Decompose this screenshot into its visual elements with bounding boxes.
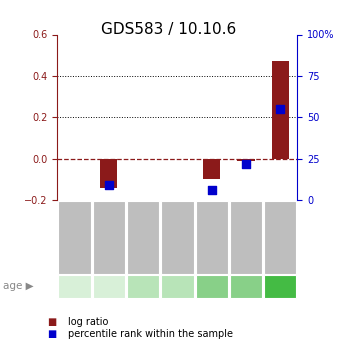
Text: percentile rank within the sample: percentile rank within the sample xyxy=(68,329,233,339)
Point xyxy=(277,106,283,112)
Text: GDS583 / 10.10.6: GDS583 / 10.10.6 xyxy=(101,22,237,37)
Text: 0 h: 0 h xyxy=(67,281,82,291)
Bar xyxy=(237,159,255,161)
Text: GSM12886: GSM12886 xyxy=(173,214,182,260)
Point xyxy=(243,161,249,166)
Text: 8 h: 8 h xyxy=(101,281,117,291)
Bar xyxy=(272,61,289,159)
Bar xyxy=(100,159,117,188)
Text: GSM12884: GSM12884 xyxy=(104,215,113,260)
Text: 144 h: 144 h xyxy=(266,281,294,291)
Point xyxy=(209,187,214,193)
Text: ■: ■ xyxy=(47,317,56,326)
Text: 16 h: 16 h xyxy=(132,281,154,291)
Text: ■: ■ xyxy=(47,329,56,339)
Text: log ratio: log ratio xyxy=(68,317,108,326)
Text: GSM12889: GSM12889 xyxy=(276,215,285,260)
Text: GSM12885: GSM12885 xyxy=(139,215,148,260)
Text: GSM12883: GSM12883 xyxy=(70,214,79,260)
Text: 96 h: 96 h xyxy=(235,281,257,291)
Text: 52 h: 52 h xyxy=(201,281,223,291)
Text: GSM12887: GSM12887 xyxy=(207,214,216,260)
Bar xyxy=(203,159,220,179)
Point xyxy=(106,183,112,188)
Text: 28 h: 28 h xyxy=(167,281,188,291)
Text: GSM12888: GSM12888 xyxy=(242,214,250,260)
Text: age ▶: age ▶ xyxy=(3,281,34,291)
